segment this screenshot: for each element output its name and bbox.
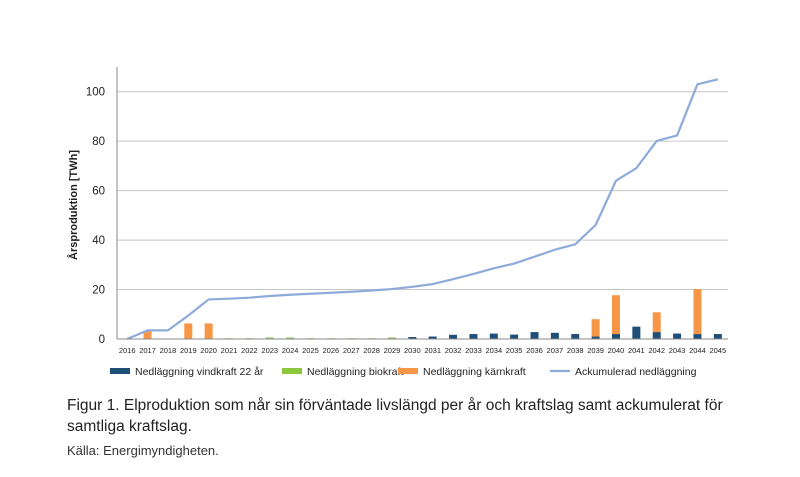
x-tick-label: 2022 xyxy=(241,346,258,355)
bar-nuclear xyxy=(611,295,620,335)
y-tick-label: 0 xyxy=(99,334,105,346)
bar-wind xyxy=(713,334,722,339)
bar-nuclear xyxy=(693,289,702,335)
bar-wind xyxy=(469,334,478,339)
y-axis-label: Årsproduktion [TWh] xyxy=(67,150,80,260)
bar-bio xyxy=(286,337,295,339)
y-tick-label: 80 xyxy=(92,136,105,148)
y-tick-label: 60 xyxy=(92,186,105,198)
x-tick-label: 2028 xyxy=(363,346,380,355)
bar-nuclear xyxy=(652,312,661,333)
y-tick-label: 100 xyxy=(86,87,105,99)
bar-wind xyxy=(489,333,498,339)
bar-wind xyxy=(428,336,437,339)
axes xyxy=(116,67,728,340)
legend-label: Nedläggning vindkraft 22 år xyxy=(135,366,264,378)
bar-wind xyxy=(408,337,417,339)
x-tick-label: 2029 xyxy=(384,346,401,355)
x-tick-label: 2039 xyxy=(587,346,604,355)
y-tick-label: 40 xyxy=(92,235,105,247)
bar-wind xyxy=(550,332,559,339)
bar-wind xyxy=(591,336,600,339)
y-tick-labels: 0 20 40 60 80 100 xyxy=(86,87,105,346)
x-tick-label: 2026 xyxy=(323,346,340,355)
x-tick-label: 2034 xyxy=(485,346,502,355)
x-tick-label: 2033 xyxy=(465,346,482,355)
x-tick-label: 2043 xyxy=(669,346,686,355)
x-tick-label: 2045 xyxy=(709,346,726,355)
bar-wind xyxy=(510,334,519,339)
x-tick-label: 2037 xyxy=(547,346,564,355)
bar-nuclear xyxy=(184,323,193,339)
source-note: Källa: Energimyndigheten. xyxy=(67,443,219,458)
x-tick-label: 2031 xyxy=(424,346,441,355)
x-tick-label: 2017 xyxy=(139,346,156,355)
figure-caption: Figur 1. Elproduktion som når sin förvän… xyxy=(67,397,723,435)
x-tick-label: 2027 xyxy=(343,346,360,355)
legend-swatch xyxy=(398,368,418,374)
bar-wind xyxy=(693,334,702,339)
y-tick-label: 20 xyxy=(92,285,105,297)
x-tick-label: 2044 xyxy=(689,346,706,355)
bars xyxy=(143,289,722,339)
bar-nuclear xyxy=(143,330,152,339)
series-line-accumulated xyxy=(126,78,719,341)
bar-bio xyxy=(265,337,274,339)
x-tick-label: 2019 xyxy=(180,346,197,355)
bar-wind xyxy=(530,332,539,339)
legend-label: Nedläggning biokraft xyxy=(307,366,403,378)
x-tick-label: 2018 xyxy=(160,346,177,355)
x-tick-label: 2030 xyxy=(404,346,421,355)
x-tick-label: 2024 xyxy=(282,346,299,355)
bar-wind xyxy=(652,332,661,339)
bar-nuclear xyxy=(204,323,213,339)
x-tick-label: 2025 xyxy=(302,346,319,355)
legend: Nedläggning vindkraft 22 år Nedläggning b… xyxy=(110,366,697,378)
bar-wind xyxy=(673,333,682,339)
bar-nuclear xyxy=(591,319,600,337)
bar-bio xyxy=(387,337,396,339)
x-tick-label: 2032 xyxy=(445,346,462,355)
x-tick-label: 2021 xyxy=(221,346,238,355)
x-tick-label: 2020 xyxy=(200,346,217,355)
x-tick-label: 2038 xyxy=(567,346,584,355)
legend-swatch xyxy=(110,368,130,374)
x-tick-label: 2041 xyxy=(628,346,645,355)
bar-wind xyxy=(449,334,458,339)
x-tick-label: 2023 xyxy=(261,346,278,355)
bar-wind xyxy=(571,334,580,339)
legend-swatch xyxy=(282,368,302,374)
x-tick-label: 2035 xyxy=(506,346,523,355)
legend-label: Ackumulerad nedläggning xyxy=(575,366,697,378)
x-tick-label: 2036 xyxy=(526,346,543,355)
gridlines xyxy=(117,91,728,291)
legend-label: Nedläggning kärnkraft xyxy=(423,366,526,378)
x-tick-label: 2042 xyxy=(648,346,665,355)
x-tick-label: 2040 xyxy=(608,346,625,355)
x-tick-label: 2016 xyxy=(119,346,136,355)
accumulated-line xyxy=(126,78,719,341)
bar-wind xyxy=(611,334,620,339)
x-tick-labels: 2016 2017 2018 2019 2020 2021 2022 2023 2024 2025… xyxy=(119,346,726,355)
bar-wind xyxy=(632,326,641,339)
